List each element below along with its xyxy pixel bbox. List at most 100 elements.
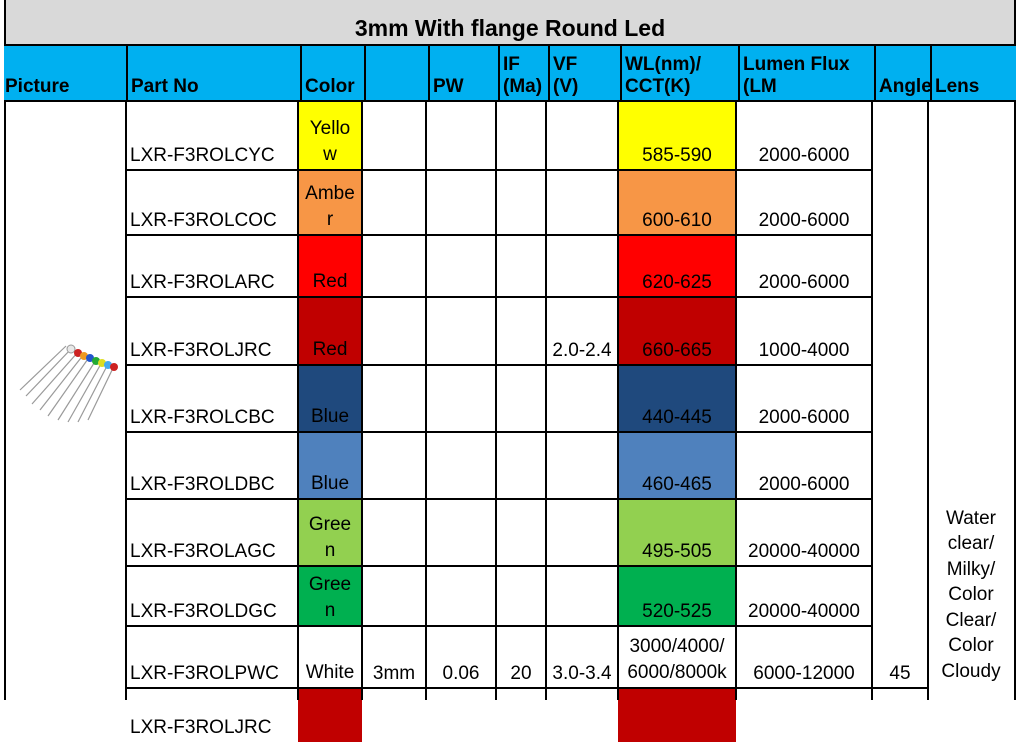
color-swatch-cell: Gree n (298, 499, 362, 566)
lumen-text: 2000-6000 (758, 145, 850, 166)
part-no-text: LXR-F3ROLARC (130, 272, 275, 293)
color-name-line2: White (305, 662, 355, 683)
header-lens: Lens (930, 46, 1012, 100)
color-name-line1: Yello (309, 118, 351, 139)
wavelength-text: 660-665 (642, 340, 712, 361)
header-part-no-label: Part No (131, 76, 199, 97)
header-pw: PW (428, 46, 498, 100)
header-picture: Picture (2, 46, 126, 100)
color-name-line1: Ambe (305, 183, 355, 204)
wavelength-text: 520-525 (642, 601, 712, 622)
if-cell: 20 (496, 626, 546, 688)
vf-red-cell-text: 2.0-2.4 (552, 340, 612, 361)
part-no-cell: LXR-F3ROLJRC (126, 688, 298, 742)
part-no-cell: LXR-F3ROLDGC (126, 566, 298, 626)
row-divider (126, 498, 872, 500)
column-divider (871, 102, 873, 700)
wavelength-swatch-cell: 620-625 (618, 235, 736, 297)
wavelength-swatch-cell (618, 688, 736, 742)
color-swatch-cell: Red (298, 297, 362, 365)
lumen-cell: 1000-4000 (736, 297, 872, 365)
color-name-line2: Red (312, 339, 348, 360)
header-color-label: Color (305, 76, 355, 97)
color-name-text: Yello w (298, 116, 362, 168)
header-part-no: Part No (126, 46, 300, 100)
lumen-text: 2000-6000 (758, 474, 850, 495)
color-swatch-cell: Yello w (298, 102, 362, 170)
table-title: 3mm With flange Round Led (354, 15, 666, 41)
column-divider (545, 102, 547, 700)
color-name-text: Blue (298, 445, 362, 497)
color-name-line2: Blue (310, 473, 350, 494)
header-vf-label: VF (V) (553, 54, 579, 97)
column-divider (297, 102, 299, 700)
row-divider (126, 234, 872, 236)
column-divider (125, 102, 127, 700)
color-name-text: Red (298, 243, 362, 295)
lumen-cell: 2000-6000 (736, 170, 872, 235)
color-name-line2: n (324, 600, 336, 621)
size-cell: 3mm (362, 626, 426, 688)
lumen-cell: 20000-40000 (736, 566, 872, 626)
color-name-text: White (298, 634, 362, 686)
wavelength-text: 600-610 (642, 210, 712, 231)
header-lumen-flux: Lumen Flux (LM (738, 46, 874, 100)
header-angle-label: Angle (879, 76, 930, 97)
header-picture-label: Picture (5, 76, 70, 97)
vf-other-cell: 3.0-3.4 (546, 626, 618, 688)
lumen-text: 2000-6000 (758, 407, 850, 428)
lumen-cell: 6000-12000 (736, 626, 872, 688)
column-divider (425, 102, 427, 700)
header-wl-cct-label: WL(nm)/ CCT(K) (625, 54, 701, 97)
part-no-text: LXR-F3ROLAGC (130, 541, 276, 562)
part-no-cell: LXR-F3ROLPWC (126, 626, 298, 688)
color-name-text: Gree n (298, 572, 362, 624)
color-name-line1 (298, 243, 362, 269)
part-no-cell: LXR-F3ROLAGC (126, 499, 298, 566)
lumen-text: 1000-4000 (758, 340, 850, 361)
color-swatch-cell: Blue (298, 365, 362, 432)
part-no-text: LXR-F3ROLDGC (130, 601, 277, 622)
part-no-cell: LXR-F3ROLARC (126, 235, 298, 297)
part-no-text: LXR-F3ROLCOC (130, 210, 277, 231)
wavelength-swatch-cell: 440-445 (618, 365, 736, 432)
led-bundle-image (19, 344, 118, 423)
color-name-line2: Red (312, 271, 348, 292)
color-name-line1 (298, 634, 362, 660)
color-name-line2: r (326, 209, 334, 230)
wavelength-text: 495-505 (642, 541, 712, 562)
lens-text: Water clear/ Milky/ Color Clear/ Color C… (941, 507, 1001, 682)
color-swatch-cell: White (298, 626, 362, 688)
table-body: Yello w 585-590 LXR-F3ROLCYC 2000-6000 Ambe r 6… (4, 102, 1016, 742)
header-blank (364, 46, 428, 100)
column-divider (495, 102, 497, 700)
part-no-text: LXR-F3ROLJRC (130, 717, 272, 738)
header-lens-label: Lens (935, 76, 980, 97)
color-swatch-cell (298, 688, 362, 742)
vf-divider (546, 364, 618, 366)
lumen-cell: 2000-6000 (736, 432, 872, 499)
lumen-cell: 20000-40000 (736, 499, 872, 566)
header-lumen-flux-label: Lumen Flux (LM (743, 54, 850, 97)
color-name-text: Gree n (298, 512, 362, 564)
color-name-line1 (298, 445, 362, 471)
color-name-text: Red (298, 311, 362, 363)
column-divider (361, 102, 363, 700)
lumen-text: 20000-40000 (748, 601, 860, 622)
color-swatch-cell: Gree n (298, 566, 362, 626)
wavelength-text: 440-445 (642, 407, 712, 428)
part-no-cell: LXR-F3ROLCOC (126, 170, 298, 235)
part-no-cell: LXR-F3ROLDBC (126, 432, 298, 499)
color-swatch-cell: Red (298, 235, 362, 297)
color-name-line2: Blue (310, 406, 350, 427)
header-angle: Angle (874, 46, 930, 100)
angle-cell-text: 45 (889, 663, 911, 684)
vf-other-cell-text: 3.0-3.4 (552, 663, 612, 684)
wavelength-swatch-cell: 600-610 (618, 170, 736, 235)
wavelength-line2: 6000/8000k (627, 662, 727, 683)
vf-red-cell: 2.0-2.4 (546, 297, 618, 365)
wavelength-swatch-cell: 460-465 (618, 432, 736, 499)
angle-cell: 45 (872, 626, 928, 688)
pw-cell: 0.06 (426, 626, 496, 688)
wavelength-text: 620-625 (642, 272, 712, 293)
